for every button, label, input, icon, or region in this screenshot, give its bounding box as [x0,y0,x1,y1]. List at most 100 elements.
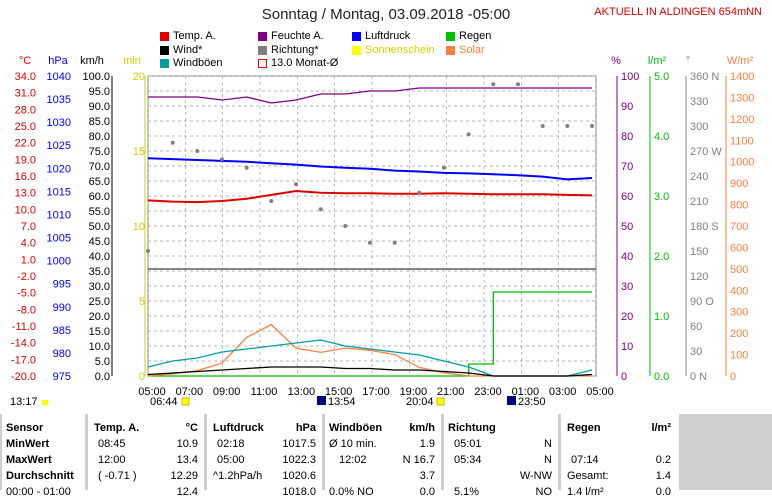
tick-wm2: 800 [730,200,748,212]
legend-humidity: Feuchte A. [258,30,338,44]
tick-time: 05:00 [586,386,614,398]
cell: 12:02 [339,454,367,466]
tick-pct: 60 [621,191,633,203]
tick-deg: 60 [690,321,702,333]
cell: 02:18 [217,438,245,450]
tick-kmh: 65.0 [89,176,110,188]
legend-rain: Regen [446,30,491,44]
tick-pct: 10 [621,341,633,353]
cell: ^1.2hPa/h [213,470,263,482]
tick-pct: 90 [621,101,633,113]
tick-wm2: 600 [730,242,748,254]
col-pressure: Luftdruck hPa 02:18 1017.5 05:00 1022.3 ^1… [207,414,322,498]
legend-swatch [258,45,267,55]
direction-point [170,140,175,145]
direction-point [491,82,496,87]
tick-kmh: 45.0 [89,236,110,248]
header-rain-unit: l/m² [651,422,671,434]
stats-table: Sensor MinWert MaxWert Durchschnitt 00:0… [0,414,772,498]
sunrise-icon [181,397,190,406]
cell: 0.0 [419,486,435,498]
direction-point [442,165,446,170]
row-label: Durchschnitt [6,470,74,482]
axis-title-deg: ° [686,55,690,67]
tick-min: 10 [133,221,145,233]
row-label: 00:00 - 01:00 [6,486,71,498]
axis-title-wm2: W/m² [727,55,754,67]
tick-kmh: 85.0 [89,116,110,128]
tick-time: 03:00 [549,386,577,398]
tick-hpa: 1025 [47,140,71,152]
direction-point [590,124,594,128]
direction-point [392,240,397,245]
cell: 1022.3 [282,454,316,466]
current-time-label: 13:17 [10,396,38,408]
legend-swatch [258,59,267,69]
sun-marker [42,400,48,405]
cell: 05:01 [454,438,482,450]
tick-kmh: 70.0 [89,161,110,173]
tick-celsius: 16.0 [15,171,36,183]
tick-kmh: 60.0 [89,191,110,203]
live-station-label[interactable]: AKTUELL IN ALDINGEN 654mNN [594,6,762,18]
legend-solar: Solar [446,44,491,58]
tick-deg: 240 [690,171,708,183]
legend-col-2: Feuchte A. Richtung* 13.0 Monat-Ø [258,30,338,71]
tick-lm2: 0.0 [654,371,669,383]
tick-wm2: 700 [730,221,748,233]
direction-point [294,182,298,187]
tick-kmh: 100.0 [82,71,110,83]
tick-pct: 80 [621,131,633,143]
tick-celsius: 1.0 [21,254,36,266]
header-pressure: Luftdruck [213,422,264,434]
col-direction: Richtung 05:01 N 05:34 N W-NW 5.1% NO [444,414,558,498]
header-temp: Temp. A. [94,422,140,434]
legend-col-4: Regen Solar [446,30,491,57]
tick-wm2: 500 [730,264,748,276]
col-temp: Temp. A. °C 08:45 10.9 12:00 13.4 ( -0.71 … [88,414,204,498]
tick-wm2: 400 [730,285,748,297]
tick-celsius: 22.0 [15,138,36,150]
tick-kmh: 20.0 [89,311,110,323]
cell: 1.4 l/m² [567,486,604,498]
tick-pct: 0 [621,371,627,383]
tick-deg: 120 [690,271,708,283]
tick-lm2: 4.0 [654,131,669,143]
tick-celsius: 31.0 [15,88,36,100]
axis-title-celsius: °C [19,55,31,67]
tick-time: 23:00 [474,386,502,398]
direction-point [368,240,372,245]
cell: 13.4 [176,454,198,466]
legend-col-3: Luftdruck Sonnenschein [352,30,435,57]
tick-wm2: 1000 [730,157,754,169]
cell: 12:00 [98,454,126,466]
header-pressure-unit: hPa [295,422,316,434]
tick-deg: 180 S [690,221,719,233]
tick-wm2: 900 [730,178,748,190]
legend-swatch [446,32,455,42]
noon-label: 13:54 [328,396,356,408]
sunset-icon [436,397,445,406]
legend-pressure: Luftdruck [352,30,435,44]
tick-kmh: 25.0 [89,296,110,308]
tick-celsius: -11.0 [12,321,36,333]
tick-celsius: -20.0 [11,371,36,383]
cell: 12.29 [170,470,198,482]
direction-point [269,199,274,203]
tick-kmh: 10.0 [89,341,110,353]
tick-celsius: 13.0 [15,188,36,200]
header-gust-unit: km/h [409,422,435,434]
tick-hpa: 975 [53,371,71,383]
tick-celsius: -8.0 [17,304,36,316]
tick-min: 0 [139,371,145,383]
cell: 0.0 [655,486,671,498]
tick-celsius: -2.0 [17,271,36,283]
tick-deg: 150 [690,246,708,258]
direction-point [466,132,471,137]
cell: N [544,438,552,450]
tick-hpa: 1035 [47,94,71,106]
tick-time: 19:00 [400,386,428,398]
tick-hpa: 995 [53,279,71,291]
tick-celsius: -14.0 [11,338,36,350]
chart-title: Sonntag / Montag, 03.09.2018 -05:00 [261,6,511,23]
